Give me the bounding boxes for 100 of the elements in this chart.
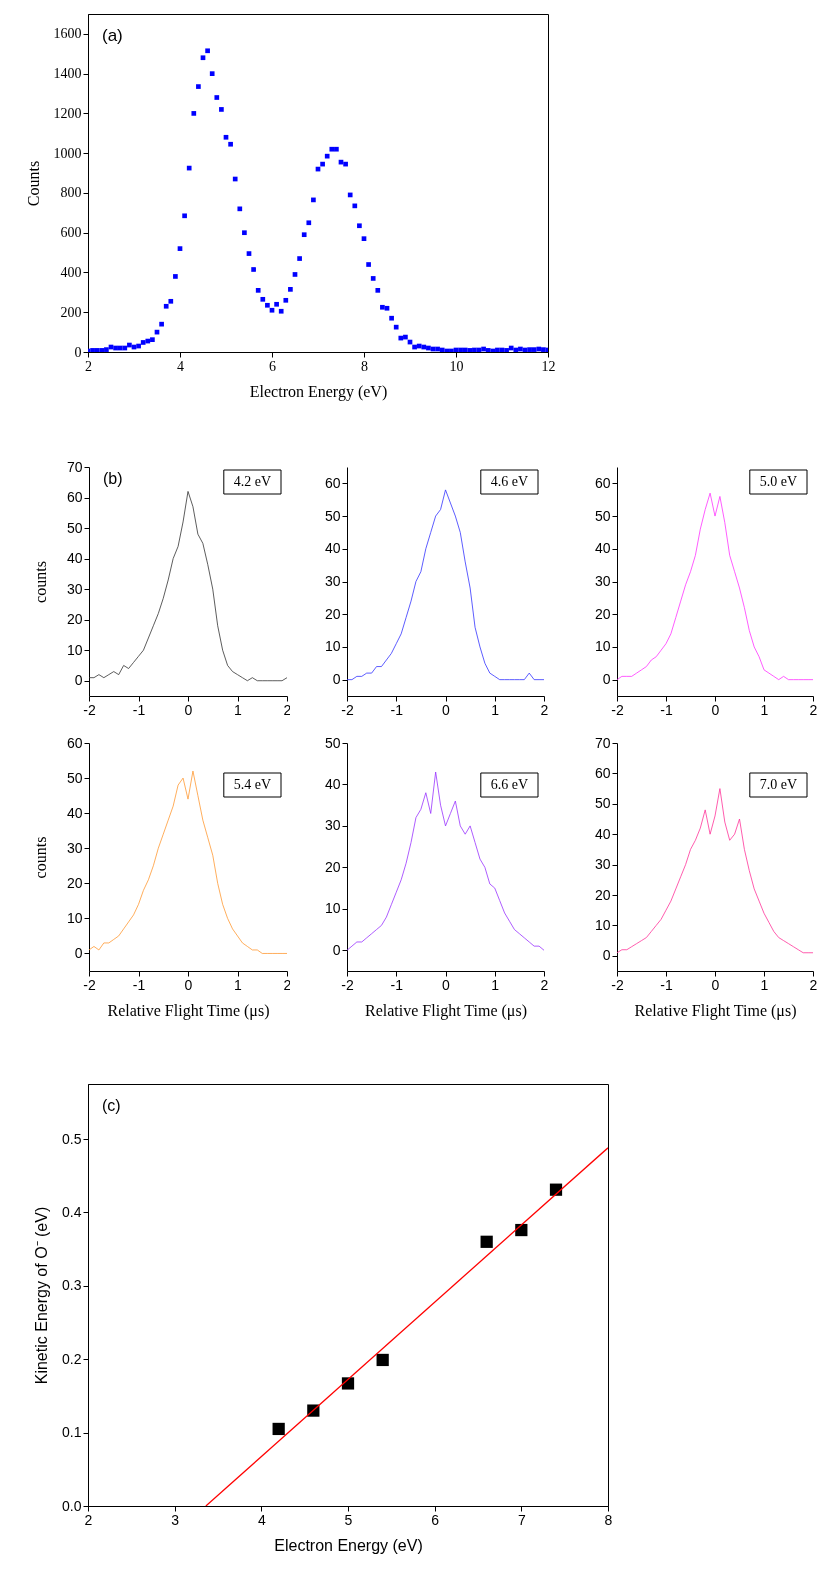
x-tick-label: 10 bbox=[449, 358, 464, 374]
annotation: 7.0 eV bbox=[759, 777, 798, 792]
y-tick-label: 60 bbox=[594, 764, 611, 781]
y-axis-title: Counts bbox=[24, 160, 42, 207]
x-tick-label: 0 bbox=[442, 701, 451, 718]
y-tick-label: 40 bbox=[66, 804, 83, 821]
x-tick-label: -2 bbox=[83, 976, 96, 993]
point bbox=[480, 1235, 493, 1248]
y-tick-label: 0 bbox=[602, 671, 611, 688]
y-tick-label: 40 bbox=[324, 775, 341, 792]
x-tick-label: -1 bbox=[132, 976, 146, 993]
y-tick-label: 200 bbox=[60, 304, 82, 320]
x-tick-label: -2 bbox=[341, 701, 354, 718]
y-axis-title: counts bbox=[31, 836, 49, 879]
y-tick-label: 0.0 bbox=[62, 1497, 82, 1514]
y-axis-title: counts bbox=[31, 561, 49, 603]
x-tick-label: 2 bbox=[809, 976, 818, 993]
x-tick-label: 1 bbox=[760, 976, 769, 993]
x-tick-label: 8 bbox=[361, 358, 368, 374]
annotation: 5.4 eV bbox=[233, 777, 272, 792]
x-tick-label: 2 bbox=[283, 976, 292, 993]
text: (a) bbox=[102, 26, 123, 45]
x-tick-label: -1 bbox=[390, 701, 404, 718]
text: (c) bbox=[102, 1097, 121, 1114]
line-series bbox=[617, 492, 813, 681]
x-tick-label: 0 bbox=[442, 976, 451, 993]
x-tick-label: 1 bbox=[491, 701, 500, 718]
y-tick-label: 40 bbox=[594, 540, 611, 557]
y-tick-label: 10 bbox=[324, 900, 341, 917]
y-tick-label: 60 bbox=[594, 474, 611, 491]
line-series bbox=[89, 491, 287, 682]
y-tick-label: 20 bbox=[594, 886, 611, 903]
y-tick-label: 0 bbox=[332, 941, 341, 958]
y-tick-label: 30 bbox=[66, 580, 83, 597]
y-tick-label: 10 bbox=[324, 638, 341, 655]
x-tick-label: 1 bbox=[491, 976, 500, 993]
y-tick-label: 50 bbox=[594, 507, 611, 524]
x-tick-label: 3 bbox=[171, 1511, 180, 1528]
x-tick-label: -2 bbox=[611, 976, 624, 993]
y-tick-label: 50 bbox=[324, 734, 341, 751]
y-tick-label: 0 bbox=[74, 344, 82, 360]
y-tick-label: 10 bbox=[594, 916, 611, 933]
x-axis-title: Relative Flight Time (μs) bbox=[107, 1001, 270, 1020]
x-tick-label: 2 bbox=[283, 701, 292, 718]
y-tick-label: 20 bbox=[324, 605, 341, 622]
x-tick-label: 0 bbox=[184, 701, 193, 718]
x-tick-label: -2 bbox=[341, 976, 354, 993]
y-tick-label: 10 bbox=[66, 909, 83, 926]
x-axis-title: Relative Flight Time (μs) bbox=[365, 1001, 527, 1020]
y-tick-label: 20 bbox=[324, 858, 341, 875]
y-tick-label: 40 bbox=[324, 540, 341, 557]
y-tick-label: 60 bbox=[66, 489, 83, 506]
x-axis-title: Electron Energy (eV) bbox=[274, 1536, 423, 1554]
y-tick-label: 600 bbox=[60, 225, 82, 241]
y-axis-title: Kinetic Energy of O⁻ (eV) bbox=[33, 1206, 51, 1385]
annotation: 6.6 eV bbox=[490, 777, 529, 792]
point bbox=[272, 1422, 285, 1436]
y-tick-label: 1600 bbox=[53, 26, 82, 42]
x-tick-label: 7 bbox=[517, 1511, 526, 1528]
y-tick-label: 0 bbox=[74, 944, 83, 961]
annotation: 4.2 eV bbox=[233, 474, 272, 489]
x-tick-label: 2 bbox=[540, 701, 549, 718]
x-tick-label: 8 bbox=[604, 1511, 613, 1528]
x-tick-label: 6 bbox=[431, 1511, 440, 1528]
line-series bbox=[347, 489, 544, 681]
x-axis-title: Electron Energy (eV) bbox=[249, 382, 388, 401]
y-tick-label: 60 bbox=[66, 734, 83, 751]
x-tick-label: -2 bbox=[611, 701, 624, 718]
x-axis-title: Relative Flight Time (μs) bbox=[634, 1001, 797, 1020]
x-tick-label: 4 bbox=[177, 358, 184, 374]
x-tick-label: 4 bbox=[257, 1511, 266, 1528]
y-tick-label: 400 bbox=[60, 264, 82, 280]
x-tick-label: 0 bbox=[711, 701, 720, 718]
chart-title: (b) bbox=[103, 470, 123, 487]
y-tick-label: 70 bbox=[594, 734, 611, 751]
line-series bbox=[617, 788, 813, 954]
line-series bbox=[347, 771, 544, 951]
x-tick-label: 1 bbox=[234, 976, 243, 993]
annotation: 4.6 eV bbox=[490, 474, 529, 489]
y-tick-label: 0 bbox=[332, 671, 341, 688]
y-tick-label: 30 bbox=[594, 573, 611, 589]
y-tick-label: 20 bbox=[66, 874, 83, 891]
y-tick-label: 0.5 bbox=[62, 1130, 82, 1147]
y-tick-label: 1000 bbox=[53, 145, 82, 161]
point bbox=[376, 1353, 389, 1367]
y-tick-label: 30 bbox=[66, 839, 83, 856]
y-tick-label: 0.4 bbox=[62, 1203, 82, 1220]
x-tick-label: 0 bbox=[711, 976, 720, 993]
x-tick-label: 0 bbox=[184, 976, 193, 993]
x-tick-label: -1 bbox=[660, 976, 673, 993]
x-tick-label: -1 bbox=[660, 701, 673, 718]
y-tick-label: 50 bbox=[66, 769, 83, 786]
y-tick-label: 1400 bbox=[53, 66, 82, 82]
x-tick-label: -1 bbox=[132, 701, 146, 718]
x-tick-label: 2 bbox=[85, 358, 92, 374]
x-tick-label: 5 bbox=[344, 1511, 353, 1528]
x-tick-label: 2 bbox=[540, 976, 549, 993]
y-tick-label: 800 bbox=[60, 185, 82, 201]
line-series bbox=[89, 770, 287, 954]
y-tick-label: 40 bbox=[594, 825, 611, 842]
